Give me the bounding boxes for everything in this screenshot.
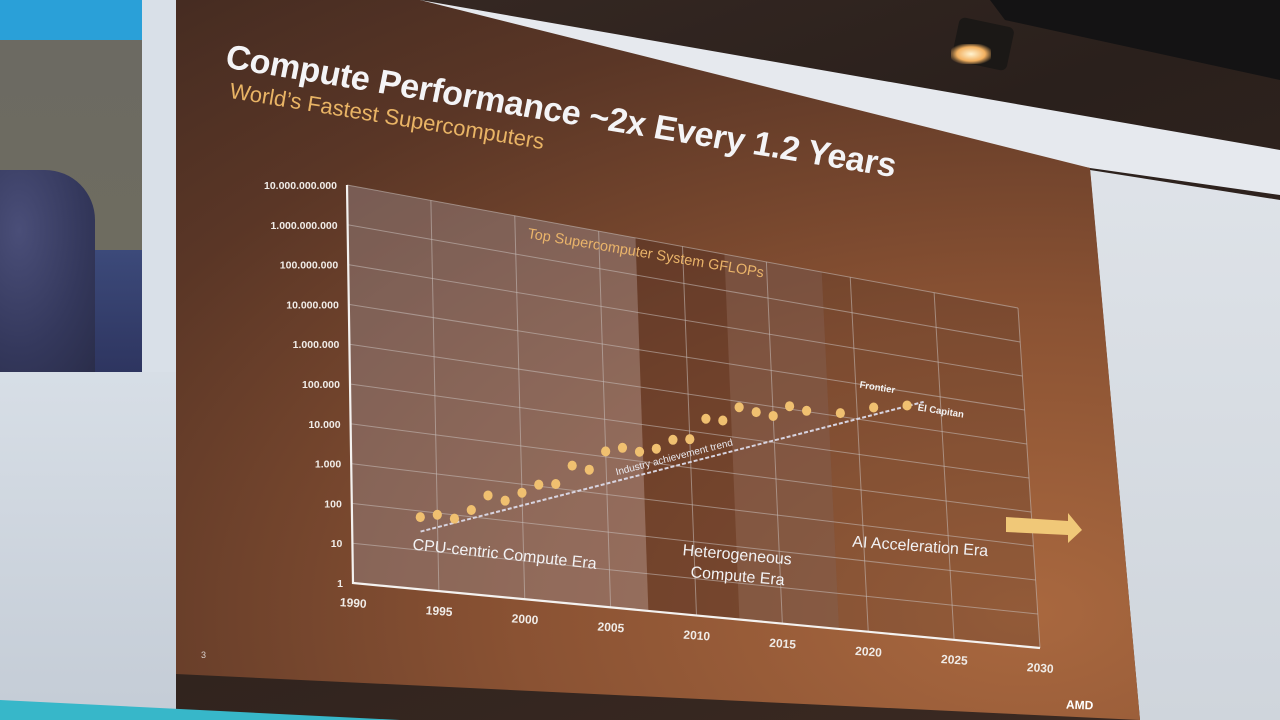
data-point bbox=[584, 464, 594, 475]
v-gridline bbox=[849, 277, 869, 632]
slide-number: 3 bbox=[201, 650, 207, 660]
x-tick-label: 2015 bbox=[769, 636, 797, 652]
axes bbox=[345, 184, 1041, 650]
data-point bbox=[685, 434, 695, 445]
y-tick-label: 1.000.000.000 bbox=[270, 220, 337, 232]
y-tick-label: 100.000 bbox=[302, 379, 340, 391]
y-tick-label: 10.000 bbox=[308, 419, 340, 431]
data-point bbox=[483, 490, 493, 501]
data-point bbox=[869, 402, 879, 413]
data-point bbox=[601, 446, 611, 457]
x-tick-label: 2010 bbox=[683, 628, 711, 644]
v-gridline bbox=[598, 231, 612, 608]
data-point bbox=[517, 487, 527, 498]
era-band-heterogeneous bbox=[635, 237, 840, 629]
data-point bbox=[634, 446, 645, 457]
data-point bbox=[802, 405, 812, 416]
data-point bbox=[500, 495, 510, 506]
x-tick-label: 2020 bbox=[855, 644, 883, 660]
data-point bbox=[902, 400, 912, 411]
stage-spotlight bbox=[945, 10, 1015, 72]
presenter-video bbox=[0, 170, 95, 372]
v-gridline bbox=[682, 246, 697, 616]
x-tick-label: 2030 bbox=[1026, 660, 1054, 676]
spotlight-glow bbox=[951, 44, 991, 64]
data-point bbox=[449, 513, 460, 524]
data-point bbox=[617, 442, 628, 453]
v-gridline bbox=[765, 261, 783, 624]
era-band-heterogeneous-light bbox=[724, 254, 840, 629]
data-point bbox=[551, 478, 561, 489]
y-tick-label: 1.000 bbox=[315, 459, 341, 471]
x-tick-label: 1990 bbox=[339, 595, 367, 611]
data-point bbox=[534, 479, 544, 490]
data-point bbox=[567, 460, 577, 471]
era-band-cpu bbox=[347, 185, 649, 611]
y-tick-label: 1.000.000 bbox=[293, 339, 340, 351]
data-point bbox=[768, 410, 778, 421]
x-tick-label: 2005 bbox=[597, 619, 625, 635]
v-gridline bbox=[514, 215, 526, 600]
data-point bbox=[718, 415, 728, 426]
plot-area bbox=[347, 185, 1040, 648]
data-point bbox=[651, 443, 661, 454]
ai-era-arrow-icon bbox=[1006, 513, 1082, 543]
y-tick-label: 1 bbox=[337, 578, 343, 590]
data-point bbox=[784, 401, 795, 412]
data-point bbox=[466, 504, 476, 515]
data-point bbox=[415, 512, 425, 523]
y-tick-label: 100 bbox=[324, 498, 342, 510]
y-tick-label: 10 bbox=[331, 538, 343, 550]
data-point bbox=[751, 407, 761, 418]
y-tick-label: 10.000.000 bbox=[286, 299, 339, 311]
wall-left bbox=[0, 372, 176, 720]
data-point bbox=[835, 408, 845, 419]
data-point bbox=[734, 402, 744, 413]
y-tick-label: 100.000.000 bbox=[280, 260, 339, 272]
side-video-screen bbox=[0, 0, 142, 372]
data-point bbox=[701, 413, 711, 424]
v-gridline bbox=[1017, 307, 1041, 649]
v-gridline bbox=[430, 200, 440, 592]
trend-line bbox=[420, 400, 924, 533]
v-gridline bbox=[933, 292, 955, 640]
y-tick-label: 10.000.000.000 bbox=[264, 180, 337, 192]
x-tick-label: 2000 bbox=[511, 611, 539, 627]
data-point bbox=[432, 509, 442, 520]
data-point bbox=[668, 434, 678, 445]
x-tick-label: 2025 bbox=[941, 652, 969, 668]
x-tick-label: 1995 bbox=[425, 603, 453, 619]
